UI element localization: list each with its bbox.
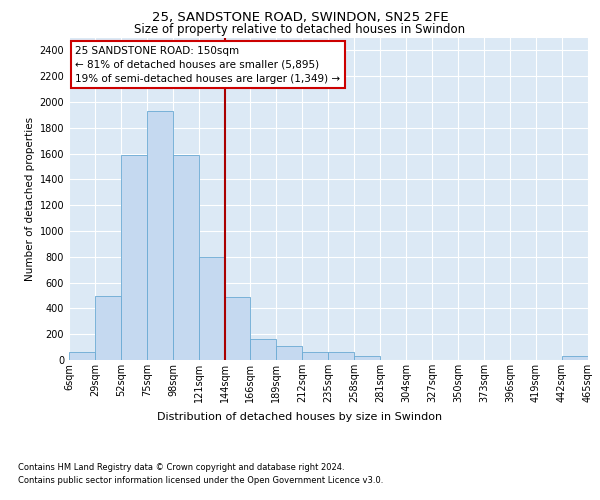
Bar: [225, 297, 250, 360]
Text: Contains HM Land Registry data © Crown copyright and database right 2024.: Contains HM Land Registry data © Crown c…: [18, 462, 344, 471]
Bar: [69, 352, 95, 360]
Bar: [95, 296, 121, 360]
Bar: [199, 257, 225, 360]
Text: Size of property relative to detached houses in Swindon: Size of property relative to detached ho…: [134, 22, 466, 36]
Bar: [328, 352, 354, 360]
Bar: [147, 111, 173, 360]
Text: 25, SANDSTONE ROAD, SWINDON, SN25 2FE: 25, SANDSTONE ROAD, SWINDON, SN25 2FE: [152, 11, 448, 24]
Bar: [302, 352, 328, 360]
Bar: [121, 155, 147, 360]
Text: Contains public sector information licensed under the Open Government Licence v3: Contains public sector information licen…: [18, 476, 383, 485]
Bar: [250, 338, 276, 360]
Text: Distribution of detached houses by size in Swindon: Distribution of detached houses by size …: [157, 412, 443, 422]
Bar: [173, 155, 199, 360]
Bar: [276, 346, 302, 360]
Bar: [354, 356, 380, 360]
Bar: [562, 356, 588, 360]
Text: 25 SANDSTONE ROAD: 150sqm
← 81% of detached houses are smaller (5,895)
19% of se: 25 SANDSTONE ROAD: 150sqm ← 81% of detac…: [75, 46, 340, 84]
Y-axis label: Number of detached properties: Number of detached properties: [25, 116, 35, 281]
